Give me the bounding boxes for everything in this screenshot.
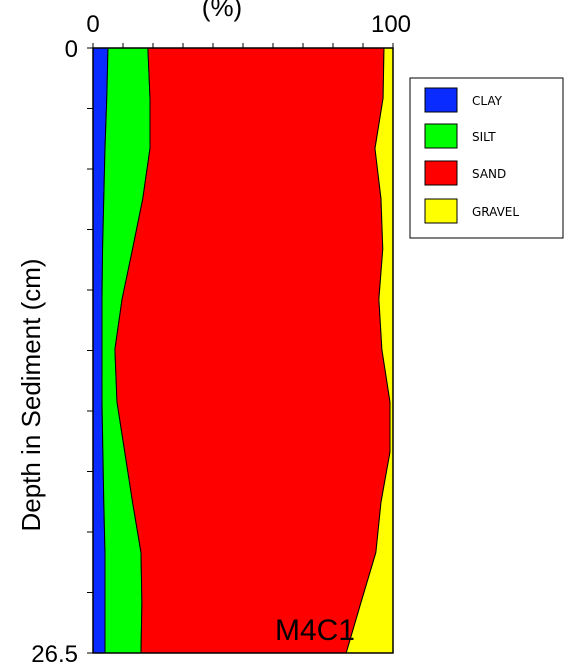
gravel-swatch	[424, 198, 458, 224]
legend-label-gravel: GRAVEL	[472, 205, 519, 219]
legend-label-clay: CLAY	[472, 94, 503, 108]
stacked-areas	[92, 47, 394, 654]
axis-ticks	[87, 43, 394, 654]
legend-item-silt: SILT	[424, 123, 496, 149]
clay-swatch	[424, 87, 458, 113]
core-label: M4C1	[275, 614, 355, 647]
x-axis-title: (%)	[202, 0, 242, 22]
y-tick-label-0: 0	[65, 36, 78, 63]
area-sand	[114, 47, 391, 654]
y-axis-title: Depth in Sediment (cm)	[16, 258, 46, 531]
legend: CLAY SILT SAND GRAVEL	[409, 77, 564, 239]
y-tick-label-26-5: 26.5	[31, 641, 78, 664]
silt-swatch	[424, 123, 458, 149]
x-tick-label-0: 0	[86, 11, 99, 38]
legend-label-silt: SILT	[472, 130, 496, 144]
legend-item-gravel: GRAVEL	[424, 198, 519, 224]
legend-label-sand: SAND	[472, 167, 506, 181]
plot-frame	[92, 47, 394, 654]
x-tick-label-100: 100	[371, 11, 411, 38]
sand-swatch	[424, 160, 458, 186]
legend-item-clay: CLAY	[424, 87, 503, 113]
legend-item-sand: SAND	[424, 160, 506, 186]
